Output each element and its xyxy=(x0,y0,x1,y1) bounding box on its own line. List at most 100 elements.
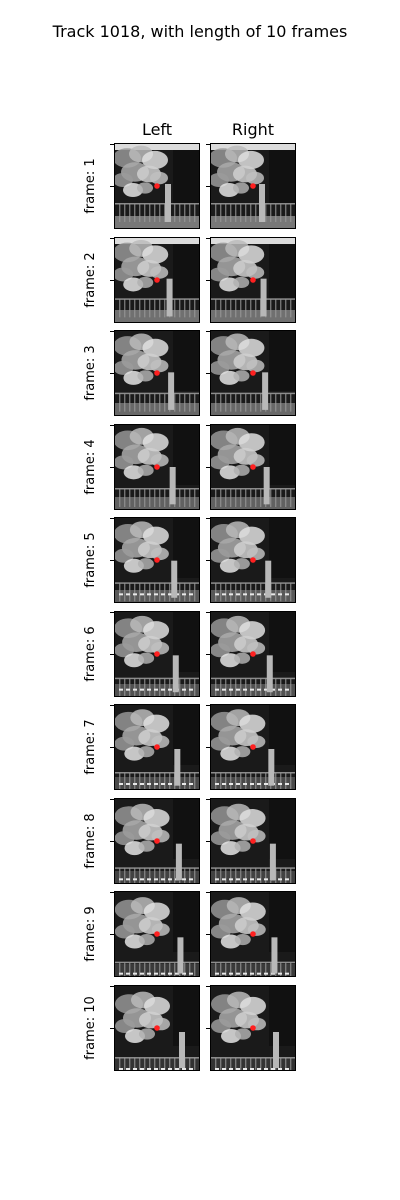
frame-2-left-image xyxy=(114,236,200,323)
y-axis-tick xyxy=(206,424,210,426)
scene-image xyxy=(211,518,295,602)
y-axis-tick xyxy=(206,934,210,935)
track-point-marker xyxy=(154,370,160,376)
frame-8-right-image xyxy=(210,797,296,884)
track-point-marker xyxy=(250,837,256,844)
y-axis-tick xyxy=(110,934,114,935)
track-point-marker xyxy=(154,276,160,283)
track-point-marker xyxy=(154,1024,160,1031)
y-axis-tick xyxy=(206,144,210,145)
scene-image xyxy=(115,144,199,228)
frame-8-left-image xyxy=(114,797,200,884)
y-axis-tick xyxy=(110,798,114,800)
y-axis-tick xyxy=(206,653,210,655)
y-axis-tick xyxy=(206,985,210,987)
y-axis-tick xyxy=(110,373,114,374)
frame-5-left-image xyxy=(114,517,200,603)
figure-title: Track 1018, with length of 10 frames xyxy=(52,22,348,41)
scene-image xyxy=(211,237,295,322)
y-axis-tick xyxy=(110,1027,114,1029)
track-point-marker xyxy=(250,370,256,376)
track-point-marker xyxy=(250,276,256,283)
track-point-marker xyxy=(250,650,256,657)
scene-image xyxy=(115,518,199,602)
y-axis-tick xyxy=(206,747,210,748)
frame-4-right-image xyxy=(210,423,296,510)
scene-image xyxy=(115,985,199,1070)
track-point-marker xyxy=(250,744,256,750)
frame-6-right-image xyxy=(210,610,296,697)
y-axis-tick xyxy=(206,705,210,706)
frame-3-right-image xyxy=(210,330,296,416)
track-point-marker xyxy=(154,183,160,189)
frame-1-left-image xyxy=(114,143,200,229)
y-axis-tick xyxy=(110,279,114,281)
y-axis-tick xyxy=(206,279,210,281)
scene-image xyxy=(211,798,295,883)
y-axis-tick xyxy=(206,840,210,842)
y-axis-tick xyxy=(110,840,114,842)
frame-10-right-image xyxy=(210,984,296,1071)
frame-5-right-image xyxy=(210,517,296,603)
scene-image xyxy=(211,985,295,1070)
y-axis-tick xyxy=(110,653,114,655)
scene-image xyxy=(211,611,295,696)
track-point-marker xyxy=(250,463,256,470)
y-axis-tick xyxy=(110,611,114,613)
track-point-marker xyxy=(154,744,160,750)
frame-10-left-image xyxy=(114,984,200,1071)
track-point-marker xyxy=(154,837,160,844)
y-axis-tick xyxy=(110,144,114,145)
frame-7-right-image xyxy=(210,704,296,790)
y-axis-tick xyxy=(110,331,114,332)
scene-image xyxy=(115,798,199,883)
y-axis-tick xyxy=(110,892,114,893)
y-axis-tick xyxy=(206,611,210,613)
y-axis-tick xyxy=(206,892,210,893)
y-axis-tick xyxy=(206,518,210,519)
scene-image xyxy=(115,237,199,322)
y-axis-tick xyxy=(110,466,114,468)
scene-image xyxy=(115,705,199,789)
frame-1-right-image xyxy=(210,143,296,229)
scene-image xyxy=(211,331,295,415)
track-point-marker xyxy=(250,1024,256,1031)
frame-7-left-image xyxy=(114,704,200,790)
y-axis-tick xyxy=(206,1027,210,1029)
scene-image xyxy=(211,144,295,228)
y-axis-tick xyxy=(110,186,114,187)
y-axis-tick xyxy=(110,518,114,519)
frame-9-left-image xyxy=(114,891,200,977)
frame-9-right-image xyxy=(210,891,296,977)
scene-image xyxy=(211,424,295,509)
y-axis-tick xyxy=(206,237,210,239)
y-axis-tick xyxy=(110,985,114,987)
track-point-marker xyxy=(154,463,160,470)
y-axis-tick xyxy=(206,560,210,561)
track-point-marker xyxy=(250,557,256,563)
scene-image xyxy=(211,892,295,976)
y-axis-tick xyxy=(110,424,114,426)
track-point-marker xyxy=(154,557,160,563)
frame-4-left-image xyxy=(114,423,200,510)
scene-image xyxy=(115,424,199,509)
frame-3-left-image xyxy=(114,330,200,416)
y-axis-tick xyxy=(110,560,114,561)
y-axis-tick xyxy=(110,705,114,706)
scene-image xyxy=(115,892,199,976)
y-axis-tick xyxy=(206,186,210,187)
scene-image xyxy=(211,705,295,789)
frame-label-10: frame: 10 xyxy=(83,995,98,1060)
y-axis-tick xyxy=(110,237,114,239)
frame-2-right-image xyxy=(210,236,296,323)
y-axis-tick xyxy=(206,466,210,468)
column-header-right: Right xyxy=(231,120,275,139)
y-axis-tick xyxy=(206,798,210,800)
column-header-left: Left xyxy=(141,120,173,139)
track-point-marker xyxy=(154,931,160,937)
y-axis-tick xyxy=(206,373,210,374)
y-axis-tick xyxy=(206,331,210,332)
track-point-marker xyxy=(250,931,256,937)
track-point-marker xyxy=(154,650,160,657)
scene-image xyxy=(115,611,199,696)
